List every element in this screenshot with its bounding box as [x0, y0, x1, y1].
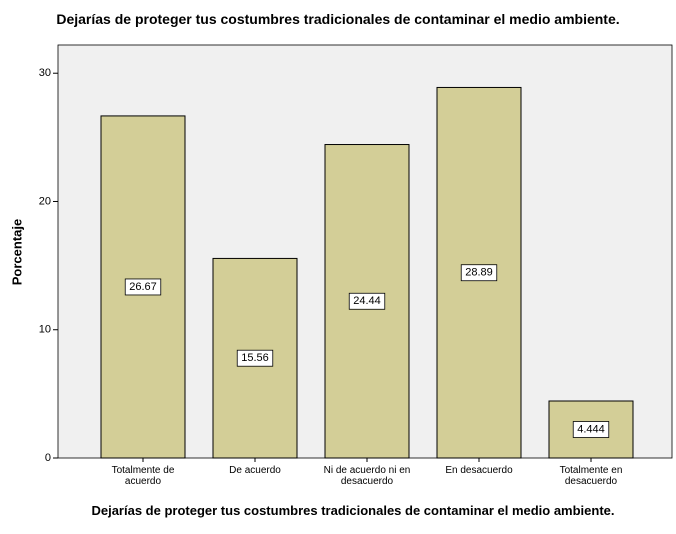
data-label-box — [124, 278, 162, 296]
x-tick-label: En desacuerdo — [445, 465, 513, 476]
y-tick-label: 30 — [39, 67, 51, 79]
data-label: 26.67 — [129, 281, 157, 293]
chart-title: Dejarías de proteger tus costumbres trad… — [56, 11, 620, 27]
x-tick-label: De acuerdo — [229, 465, 281, 476]
y-tick-label: 10 — [39, 324, 51, 336]
data-label-box — [572, 421, 610, 438]
data-label: 4.444 — [577, 423, 605, 435]
data-label: 24.44 — [353, 295, 381, 307]
x-tick-label: Ni de acuerdo ni en desacuerdo — [323, 465, 411, 487]
data-label-box — [348, 292, 386, 310]
data-label: 15.56 — [241, 352, 269, 364]
x-tick-label: Totalmente de acuerdo — [111, 465, 175, 487]
data-label-box — [460, 264, 498, 282]
y-tick-label: 20 — [39, 195, 51, 207]
y-tick-label: 0 — [45, 452, 51, 464]
data-label: 28.89 — [465, 267, 493, 279]
x-axis-label: Dejarías de proteger tus costumbres trad… — [91, 503, 615, 518]
data-label-box — [236, 349, 274, 367]
x-tick-label: Totalmente en desacuerdo — [559, 465, 623, 487]
y-axis-label: Porcentaje — [9, 219, 24, 285]
